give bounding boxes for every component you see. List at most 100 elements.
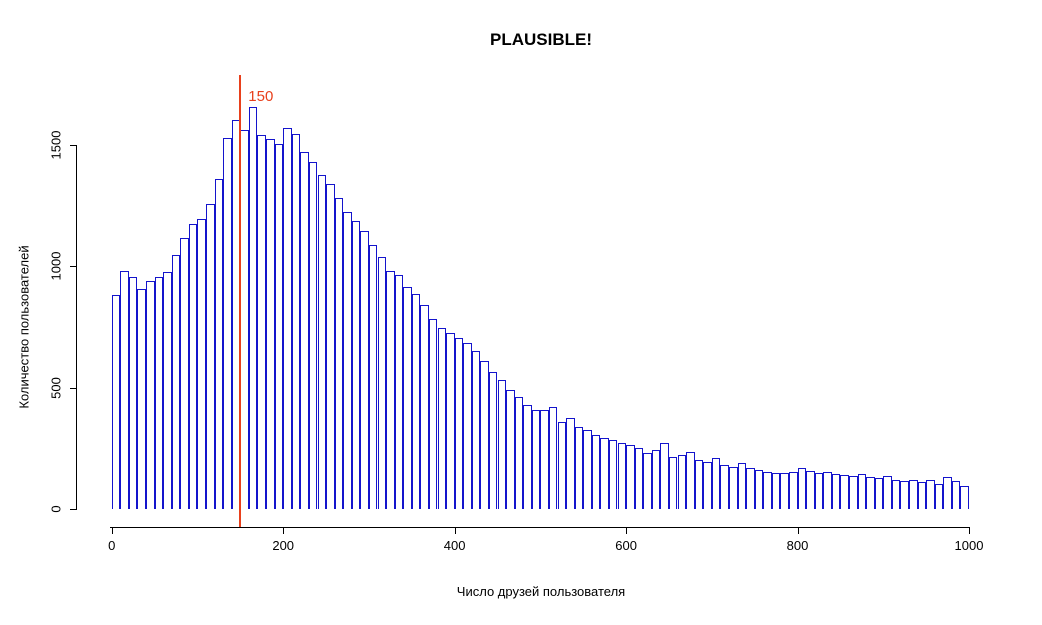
histogram-bar	[488, 371, 498, 509]
histogram-bar	[223, 137, 232, 509]
histogram-bar	[351, 221, 361, 509]
histogram-bar	[171, 255, 181, 509]
histogram-bar	[729, 466, 738, 509]
y-tick-label: 1500	[48, 130, 64, 160]
x-tick-label: 600	[615, 538, 637, 553]
histogram-bar	[523, 404, 532, 509]
histogram-bar	[806, 471, 815, 509]
histogram-bar	[591, 435, 601, 509]
histogram-bar	[711, 458, 721, 509]
x-axis-line	[110, 527, 970, 528]
histogram-bar	[420, 305, 429, 509]
histogram-bar	[651, 450, 661, 509]
histogram-bar	[883, 476, 892, 509]
histogram-bar	[771, 472, 781, 509]
histogram-bar	[763, 471, 772, 509]
histogram-bar	[326, 183, 335, 509]
histogram-bar	[626, 444, 635, 509]
histogram-bar	[746, 468, 755, 509]
histogram-bar	[951, 480, 961, 509]
histogram-bar	[634, 448, 644, 509]
histogram-bar	[617, 443, 627, 509]
histogram-bar	[866, 477, 875, 509]
histogram-bar	[266, 138, 275, 509]
histogram-bar	[926, 480, 935, 509]
x-axis-title: Число друзей пользователя	[456, 584, 626, 599]
histogram-bar	[300, 152, 309, 509]
histogram-bar	[754, 469, 764, 509]
histogram-bar	[291, 134, 301, 509]
histogram-bar	[343, 211, 352, 509]
histogram-bar	[163, 272, 172, 509]
histogram-bar	[308, 161, 318, 509]
histogram-bar	[677, 454, 687, 509]
histogram-bar	[574, 426, 584, 509]
histogram-bar	[206, 204, 215, 509]
y-axis-title: Количество пользователей	[16, 245, 32, 409]
histogram-bar	[540, 409, 549, 509]
histogram-bar	[780, 473, 789, 509]
histogram-bar	[506, 389, 515, 509]
histogram-bar	[403, 286, 412, 509]
x-tick-label: 0	[108, 538, 116, 553]
x-tick-label: 800	[786, 538, 809, 553]
histogram-bar	[900, 480, 909, 509]
histogram-bar	[943, 477, 952, 509]
histogram-bar	[514, 396, 524, 509]
histogram-bar	[891, 479, 901, 509]
histogram-bar	[703, 461, 712, 509]
chart-title: PLAUSIBLE!	[490, 30, 592, 49]
histogram-bar	[814, 473, 824, 509]
y-axis-tick	[70, 509, 77, 510]
histogram-bar	[146, 281, 155, 509]
histogram-bar	[583, 429, 592, 509]
histogram-bar	[480, 361, 489, 509]
histogram-bar	[471, 351, 481, 509]
histogram-bar	[608, 439, 618, 509]
histogram-bar	[720, 465, 729, 509]
histogram-bar	[823, 472, 832, 509]
histogram-bar	[454, 337, 464, 509]
histogram-bar	[874, 477, 884, 509]
histogram-bar	[428, 318, 438, 509]
histogram-bar	[497, 379, 507, 509]
histogram-bar	[197, 219, 206, 509]
x-axis-tick	[283, 527, 285, 534]
histogram-bar	[557, 421, 567, 509]
histogram-bar	[446, 333, 455, 509]
histogram-bar	[600, 438, 609, 509]
histogram-bar	[668, 456, 678, 509]
histogram-bar	[386, 271, 395, 509]
y-axis-line	[76, 145, 77, 510]
x-axis-tick	[111, 527, 113, 534]
x-axis-tick	[969, 527, 970, 534]
marker-line-150	[239, 75, 242, 527]
y-tick-label: 0	[48, 505, 64, 513]
histogram-bar	[737, 463, 747, 509]
histogram-bar	[797, 468, 807, 509]
histogram-bar	[274, 143, 284, 509]
histogram-bar	[437, 328, 447, 509]
x-axis-tick	[454, 527, 456, 534]
histogram-bar	[188, 223, 198, 509]
histogram-bar	[334, 198, 344, 509]
histogram-bar	[909, 479, 918, 509]
histogram-bar	[137, 289, 146, 509]
histogram-bar	[849, 475, 858, 509]
histogram-bar	[377, 256, 387, 509]
histogram-bar	[180, 238, 189, 509]
histogram-bar	[283, 128, 292, 509]
histogram-bar	[240, 130, 249, 509]
histogram-bar	[154, 277, 164, 509]
histogram-bar	[368, 244, 378, 509]
x-tick-label: 200	[272, 538, 295, 553]
histogram-bar	[857, 473, 867, 509]
histogram-bar	[120, 271, 129, 509]
histogram-bar	[660, 443, 669, 509]
histogram-bar	[960, 485, 969, 509]
histogram-bar	[831, 473, 841, 509]
histogram-bar	[214, 178, 224, 509]
histogram-bar	[257, 135, 266, 509]
histogram-bar	[694, 460, 704, 509]
